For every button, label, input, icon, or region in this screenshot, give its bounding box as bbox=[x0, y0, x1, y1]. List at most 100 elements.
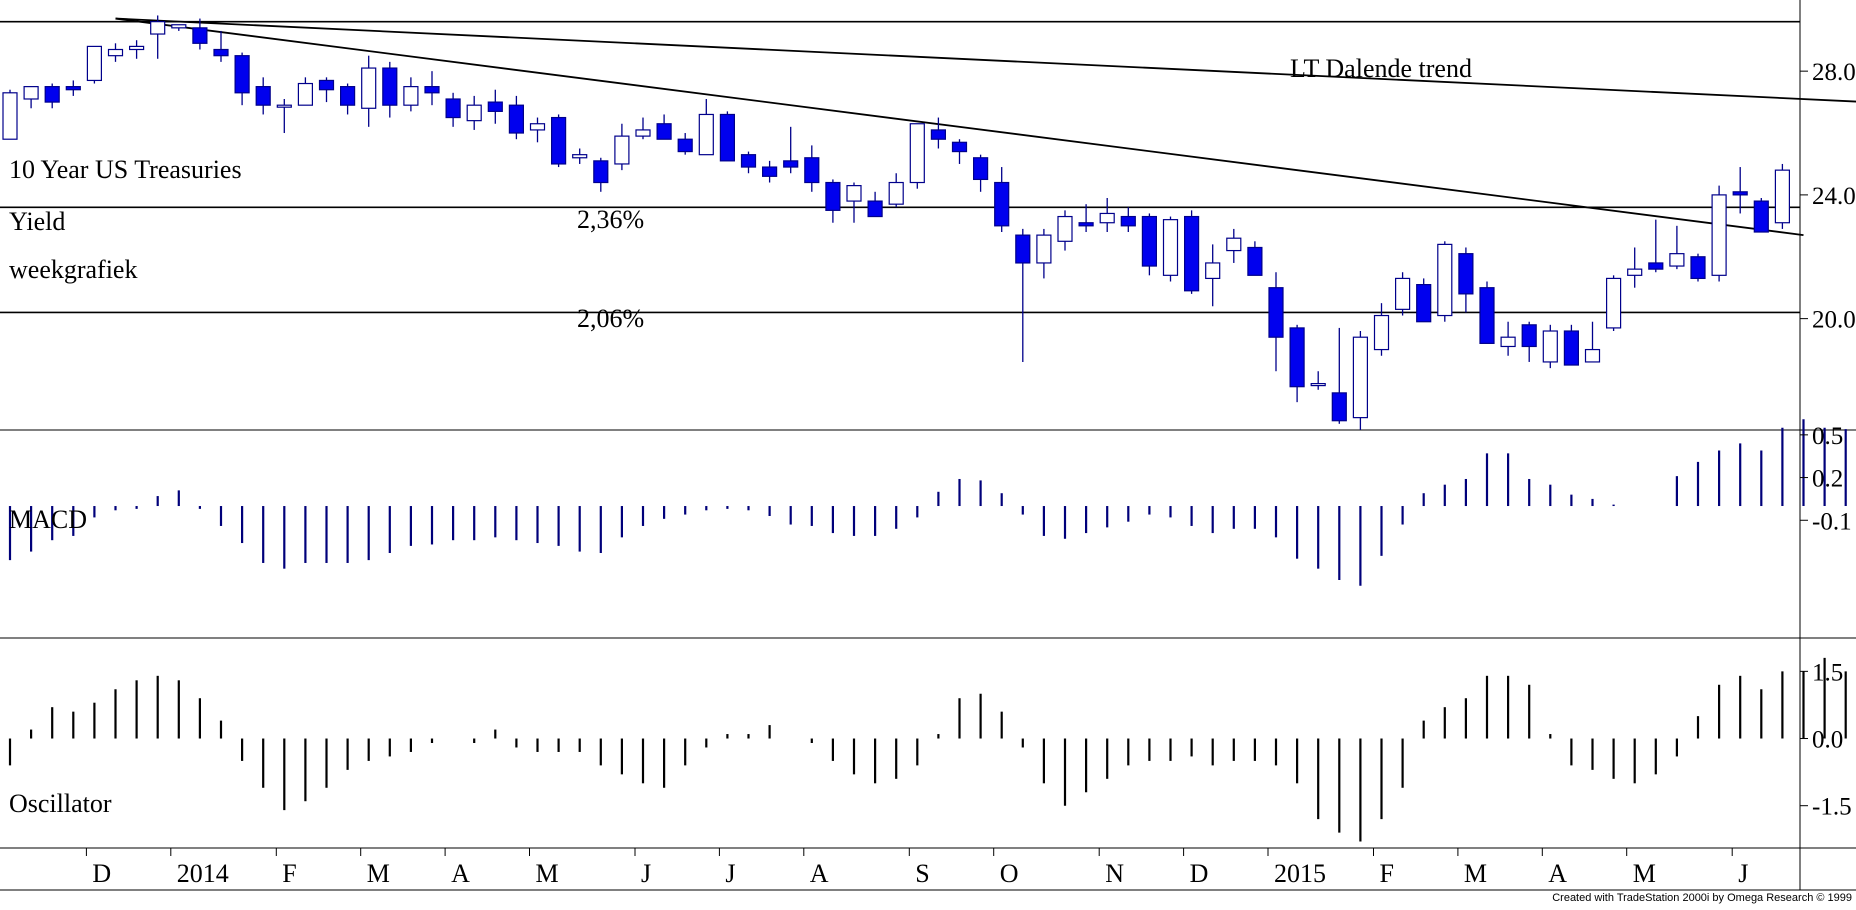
candle-body-down bbox=[678, 139, 692, 151]
candle-body-up bbox=[467, 105, 481, 120]
candle-body-down bbox=[742, 155, 756, 167]
candle-body-down bbox=[953, 142, 967, 151]
period-label: weekgrafiek bbox=[9, 255, 137, 284]
candle-body-up bbox=[847, 186, 861, 201]
x-tick-label: J bbox=[641, 859, 651, 888]
level-low-label: 2,06% bbox=[577, 304, 644, 333]
candle-body-down bbox=[805, 158, 819, 183]
candle-body-down bbox=[931, 130, 945, 139]
candle-body-down bbox=[488, 102, 502, 111]
candle bbox=[1438, 241, 1452, 321]
trend-label: LT Dalende trend bbox=[1290, 54, 1472, 83]
candle-body-up bbox=[1607, 278, 1621, 327]
candle-body-down bbox=[657, 124, 671, 139]
candle-body-down bbox=[446, 99, 460, 118]
candle-body-down bbox=[66, 87, 80, 90]
macd-tick-label: 0.5 bbox=[1812, 423, 1843, 450]
oscillator-tick-label: -1.5 bbox=[1812, 794, 1852, 821]
x-tick-label: A bbox=[1548, 859, 1567, 888]
candle-body-down bbox=[1649, 263, 1663, 269]
candle-body-up bbox=[573, 155, 587, 158]
candle-body-up bbox=[1543, 331, 1557, 362]
candle-body-up bbox=[277, 105, 291, 107]
candle-body-up bbox=[615, 136, 629, 164]
candle bbox=[910, 124, 924, 189]
candle-body-down bbox=[341, 87, 355, 106]
x-tick-label: A bbox=[451, 859, 470, 888]
candle-body-up bbox=[699, 114, 713, 154]
candle-body-down bbox=[763, 167, 777, 176]
candle-body-up bbox=[1628, 269, 1642, 275]
x-tick-label: M bbox=[1633, 859, 1656, 888]
candle-body-down bbox=[1691, 257, 1705, 279]
x-tick-label: F bbox=[1380, 859, 1394, 888]
yield-label: Yield bbox=[9, 207, 65, 236]
candle-body-up bbox=[24, 87, 38, 99]
candle bbox=[720, 111, 734, 160]
chart-title: 10 Year US Treasuries bbox=[9, 155, 242, 184]
candle bbox=[1417, 278, 1431, 321]
candle-body-up bbox=[1501, 337, 1515, 346]
price-tick-label: 28.0 bbox=[1812, 59, 1856, 86]
price-tick-label: 24.0 bbox=[1812, 183, 1856, 210]
candle-body-down bbox=[1248, 247, 1262, 275]
candle-body-up bbox=[151, 22, 165, 34]
candle-body-down bbox=[1564, 331, 1578, 365]
candle-body-up bbox=[636, 130, 650, 136]
candle bbox=[1480, 282, 1494, 344]
candle-body-up bbox=[1353, 337, 1367, 417]
candle bbox=[1754, 198, 1768, 232]
x-tick-label: M bbox=[536, 859, 559, 888]
x-tick-label: 2015 bbox=[1274, 859, 1326, 888]
candle-body-down bbox=[826, 183, 840, 211]
candle bbox=[1775, 164, 1789, 229]
x-tick-label: M bbox=[1464, 859, 1487, 888]
candle-body-down bbox=[1332, 393, 1346, 421]
candle-body-up bbox=[172, 25, 186, 28]
candle-body-down bbox=[320, 80, 334, 89]
candle-body-down bbox=[1522, 325, 1536, 347]
candle bbox=[1142, 213, 1156, 275]
candle-body-up bbox=[1438, 244, 1452, 315]
price-tick-label: 20.0 bbox=[1812, 307, 1856, 334]
candle-body-down bbox=[1121, 217, 1135, 226]
x-tick-label: O bbox=[1000, 859, 1019, 888]
candle-body-down bbox=[974, 158, 988, 180]
x-tick-label: N bbox=[1105, 859, 1124, 888]
candle-body-up bbox=[1227, 238, 1241, 250]
candle-body-up bbox=[130, 46, 144, 49]
candle-body-up bbox=[531, 124, 545, 130]
x-tick-label: A bbox=[810, 859, 829, 888]
candle bbox=[1353, 331, 1367, 430]
candle-body-up bbox=[109, 49, 123, 55]
macd-tick-label: -0.1 bbox=[1812, 508, 1852, 535]
candle-body-down bbox=[868, 201, 882, 216]
candle-body-down bbox=[425, 87, 439, 93]
candle bbox=[1164, 217, 1178, 282]
candle-body-up bbox=[362, 68, 376, 108]
candle-body-down bbox=[256, 87, 270, 106]
candle-body-down bbox=[995, 183, 1009, 226]
candle-body-up bbox=[87, 46, 101, 80]
x-tick-label: D bbox=[1190, 859, 1209, 888]
candle-body-up bbox=[1037, 235, 1051, 263]
candle-body-down bbox=[1142, 217, 1156, 266]
candle-body-down bbox=[1269, 288, 1283, 337]
candle-body-up bbox=[298, 84, 312, 106]
level-high-label: 2,36% bbox=[577, 205, 644, 234]
macd-tick-label: 0.2 bbox=[1812, 466, 1843, 493]
candle-body-down bbox=[214, 49, 228, 55]
candle-body-down bbox=[1185, 217, 1199, 291]
candle-body-up bbox=[1164, 220, 1178, 276]
candle bbox=[87, 46, 101, 83]
oscillator-tick-label: 0.0 bbox=[1812, 727, 1843, 754]
candle-body-down bbox=[1290, 328, 1304, 387]
candle bbox=[1712, 186, 1726, 282]
candle-body-down bbox=[1417, 285, 1431, 322]
macd-label: MACD bbox=[9, 505, 87, 534]
candle-body-up bbox=[1670, 254, 1684, 266]
candle-body-down bbox=[1459, 254, 1473, 294]
candle-body-down bbox=[383, 68, 397, 105]
